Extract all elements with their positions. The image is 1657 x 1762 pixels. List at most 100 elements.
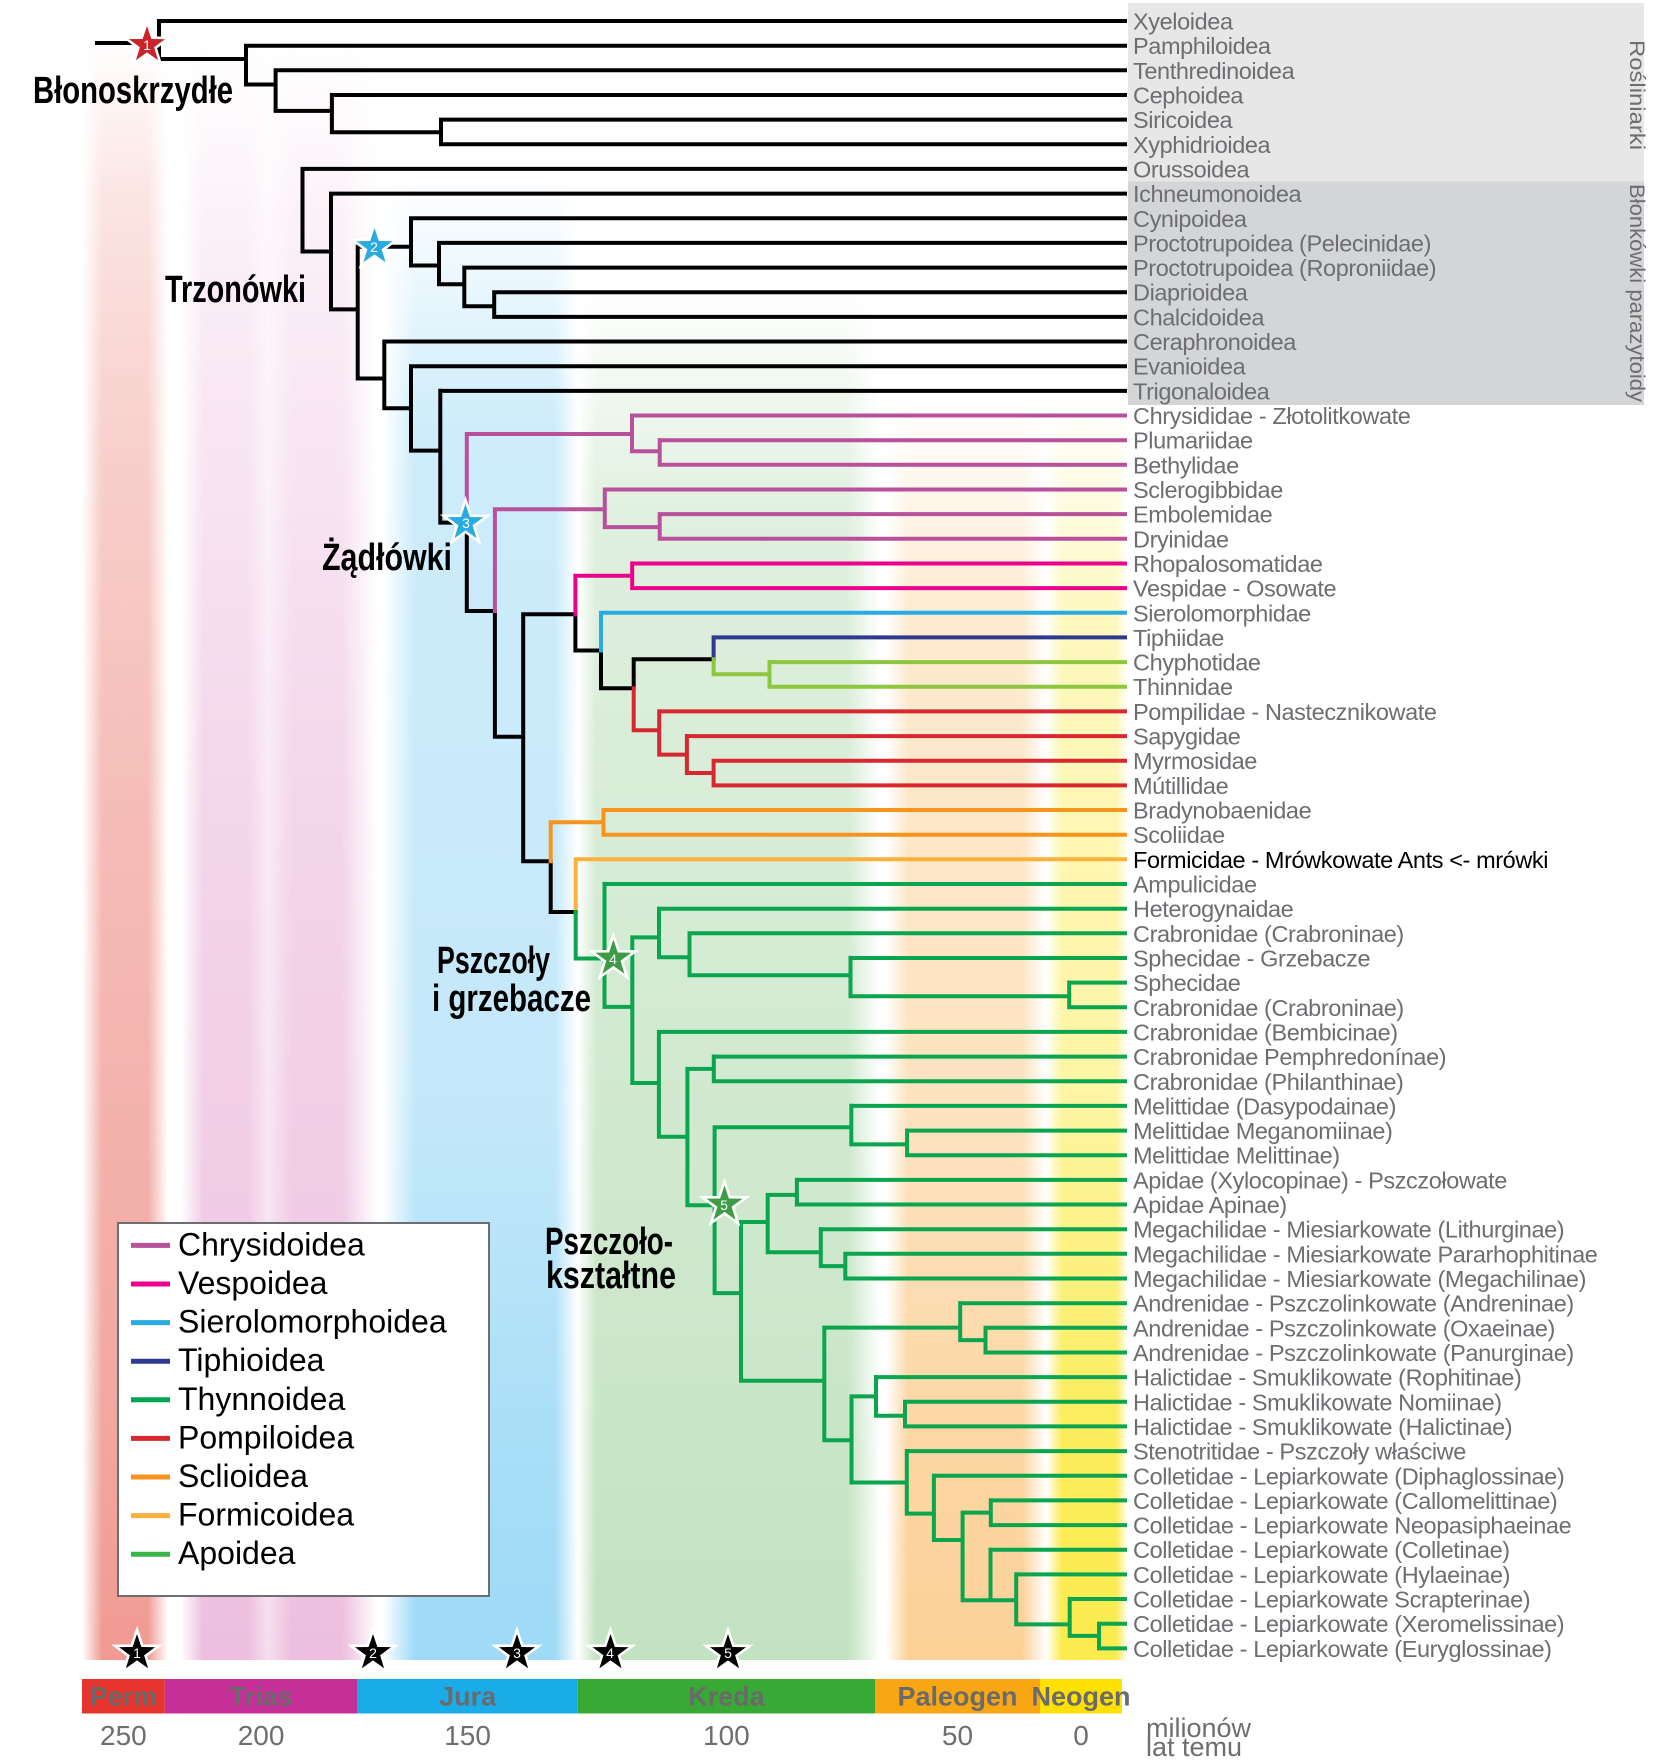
svg-text:3: 3: [462, 515, 470, 531]
svg-text:Crabronidae (Crabroninae): Crabronidae (Crabroninae): [1133, 921, 1404, 947]
svg-text:Trigonaloidea: Trigonaloidea: [1133, 378, 1271, 404]
svg-text:Chrysididae - Złotolitkowate: Chrysididae - Złotolitkowate: [1133, 403, 1411, 429]
svg-text:Colletidae - Lepiarkowate (Xer: Colletidae - Lepiarkowate (Xeromelissina…: [1133, 1611, 1564, 1637]
svg-text:Chyphotidae: Chyphotidae: [1133, 650, 1261, 676]
svg-text:Evanioidea: Evanioidea: [1133, 354, 1247, 380]
svg-text:Sapygidae: Sapygidae: [1133, 724, 1241, 750]
svg-text:200: 200: [238, 1720, 285, 1751]
svg-text:Rośliniarki: Rośliniarki: [1625, 40, 1649, 150]
svg-text:250: 250: [100, 1720, 147, 1751]
svg-text:Xyphidrioidea: Xyphidrioidea: [1133, 132, 1272, 158]
svg-text:Sierolomorphoidea: Sierolomorphoidea: [178, 1304, 447, 1340]
svg-text:4: 4: [609, 951, 617, 967]
svg-text:Pszczoło-: Pszczoło-: [545, 1221, 673, 1263]
svg-text:2: 2: [369, 1645, 377, 1661]
svg-text:Diaprioidea: Diaprioidea: [1133, 280, 1249, 306]
svg-text:kształtne: kształtne: [546, 1255, 676, 1297]
svg-text:Scoliidae: Scoliidae: [1133, 822, 1225, 848]
svg-text:lat temu: lat temu: [1146, 1732, 1242, 1762]
svg-text:Apidae Apinae): Apidae Apinae): [1133, 1192, 1287, 1218]
svg-text:Bethylidae: Bethylidae: [1133, 452, 1239, 478]
svg-text:Błonkówki parazytoidy: Błonkówki parazytoidy: [1625, 184, 1649, 402]
svg-text:Dryinidae: Dryinidae: [1133, 526, 1229, 552]
svg-text:Embolemidae: Embolemidae: [1133, 502, 1273, 528]
svg-text:Colletidae - Lepiarkowate (Cal: Colletidae - Lepiarkowate (Callomelittin…: [1133, 1488, 1557, 1514]
svg-text:Proctotrupoidea (Roproniidae): Proctotrupoidea (Roproniidae): [1133, 255, 1436, 281]
svg-text:Formicoidea: Formicoidea: [178, 1497, 354, 1533]
svg-text:Rhopalosomatidae: Rhopalosomatidae: [1133, 551, 1323, 577]
svg-text:Bradynobaenidae: Bradynobaenidae: [1133, 798, 1312, 824]
svg-text:Tenthredinoidea: Tenthredinoidea: [1133, 58, 1296, 84]
svg-text:Tiphiidae: Tiphiidae: [1133, 625, 1224, 651]
svg-text:Cynipoidea: Cynipoidea: [1133, 206, 1248, 232]
svg-text:Colletidae - Lepiarkowate (Col: Colletidae - Lepiarkowate (Colletinae): [1133, 1537, 1510, 1563]
svg-text:2: 2: [370, 239, 378, 255]
svg-text:Andrenidae - Pszczolinkowate (: Andrenidae - Pszczolinkowate (Andreninae…: [1133, 1291, 1574, 1317]
svg-text:150: 150: [444, 1720, 491, 1751]
svg-text:Halictidae - Smuklikowate (Rop: Halictidae - Smuklikowate (Rophitinae): [1133, 1365, 1521, 1391]
svg-text:1: 1: [143, 37, 151, 53]
svg-text:Crabronidae (Crabroninae): Crabronidae (Crabroninae): [1133, 995, 1404, 1021]
svg-text:Tiphioidea: Tiphioidea: [178, 1342, 325, 1378]
svg-text:Kreda: Kreda: [688, 1682, 766, 1712]
svg-text:Apidae (Xylocopinae) - Pszczoł: Apidae (Xylocopinae) - Pszczołowate: [1133, 1167, 1507, 1193]
svg-text:4: 4: [606, 1645, 614, 1661]
svg-text:Chalcidoidea: Chalcidoidea: [1133, 304, 1265, 330]
svg-text:Melittidae Meganomiinae): Melittidae Meganomiinae): [1133, 1118, 1392, 1144]
svg-text:milionów: milionów: [1146, 1713, 1252, 1743]
svg-text:Thinnidae: Thinnidae: [1133, 674, 1233, 700]
svg-text:Colletidae - Lepiarkowate (Eur: Colletidae - Lepiarkowate (Euryglossinae…: [1133, 1636, 1552, 1662]
svg-text:i grzebacze: i grzebacze: [432, 978, 591, 1020]
svg-text:Formicidae - Mrówkowate Ants <: Formicidae - Mrówkowate Ants <- mrówki: [1133, 847, 1548, 873]
svg-text:Colletidae - Lepiarkowate Neop: Colletidae - Lepiarkowate Neopasiphaeina…: [1133, 1513, 1572, 1539]
svg-text:Melittidae (Dasypodainae): Melittidae (Dasypodainae): [1133, 1093, 1396, 1119]
svg-text:Halictidae - Smuklikowate (Hal: Halictidae - Smuklikowate (Halictinae): [1133, 1414, 1512, 1440]
svg-text:Mútillidae: Mútillidae: [1133, 773, 1229, 799]
svg-text:Żądłówki: Żądłówki: [322, 537, 452, 579]
svg-text:Melittidae Melittinae): Melittidae Melittinae): [1133, 1143, 1340, 1169]
svg-text:5: 5: [724, 1645, 732, 1661]
svg-text:Ichneumonoidea: Ichneumonoidea: [1133, 181, 1303, 207]
svg-text:Colletidae - Lepiarkowate (Dip: Colletidae - Lepiarkowate (Diphaglossina…: [1133, 1463, 1564, 1489]
svg-text:Myrmosidae: Myrmosidae: [1133, 748, 1257, 774]
svg-text:Sclerogibbidae: Sclerogibbidae: [1133, 477, 1283, 503]
svg-text:Megachilidae - Miesiarkowate (: Megachilidae - Miesiarkowate (Lithurgina…: [1133, 1217, 1564, 1243]
svg-text:Apoidea: Apoidea: [178, 1535, 296, 1571]
svg-text:Thynnoidea: Thynnoidea: [178, 1381, 345, 1417]
svg-text:Pompiloidea: Pompiloidea: [178, 1419, 354, 1455]
svg-text:Sphecidae - Grzebacze: Sphecidae - Grzebacze: [1133, 946, 1371, 972]
svg-text:Vespidae - Osowate: Vespidae - Osowate: [1133, 576, 1336, 602]
svg-text:Chrysidoidea: Chrysidoidea: [178, 1226, 365, 1262]
svg-text:Colletidae - Lepiarkowate Scra: Colletidae - Lepiarkowate Scrapterinae): [1133, 1587, 1530, 1613]
svg-text:Crabronidae (Bembicinae): Crabronidae (Bembicinae): [1133, 1019, 1398, 1045]
svg-text:Megachilidae - Miesiarkowate P: Megachilidae - Miesiarkowate Pararhophit…: [1133, 1241, 1598, 1267]
svg-text:Neogen: Neogen: [1031, 1682, 1130, 1712]
svg-text:Xyeloidea: Xyeloidea: [1133, 9, 1234, 35]
svg-text:Andrenidae - Pszczolinkowate (: Andrenidae - Pszczolinkowate (Panurginae…: [1133, 1340, 1574, 1366]
svg-text:Ceraphronoidea: Ceraphronoidea: [1133, 329, 1297, 355]
svg-text:Sphecidae: Sphecidae: [1133, 970, 1241, 996]
svg-text:Błonoskrzydłe: Błonoskrzydłe: [33, 70, 233, 112]
svg-text:Pompilidae - Nastecznikowate: Pompilidae - Nastecznikowate: [1133, 699, 1437, 725]
svg-text:Orussoidea: Orussoidea: [1133, 156, 1251, 182]
svg-text:Crabronidae Pemphredonínae): Crabronidae Pemphredonínae): [1133, 1044, 1446, 1070]
svg-text:Paleogen: Paleogen: [897, 1682, 1017, 1712]
svg-text:Sclioidea: Sclioidea: [178, 1458, 308, 1494]
svg-text:Cephoidea: Cephoidea: [1133, 83, 1244, 109]
svg-text:Andrenidae - Pszczolinkowate (: Andrenidae - Pszczolinkowate (Oxaeinae): [1133, 1315, 1555, 1341]
svg-text:1: 1: [133, 1645, 141, 1661]
svg-text:100: 100: [703, 1720, 750, 1751]
svg-text:Crabronidae (Philanthinae): Crabronidae (Philanthinae): [1133, 1069, 1403, 1095]
svg-text:Stenotritidae - Pszczoły właśc: Stenotritidae - Pszczoły właściwe: [1133, 1439, 1466, 1465]
svg-text:Heterogynaidae: Heterogynaidae: [1133, 896, 1294, 922]
svg-text:Trias: Trias: [230, 1682, 293, 1712]
svg-text:Pamphiloidea: Pamphiloidea: [1133, 33, 1272, 59]
svg-text:Sierolomorphidae: Sierolomorphidae: [1133, 600, 1311, 626]
svg-text:Pszczoły: Pszczoły: [437, 940, 550, 982]
svg-text:Colletidae - Lepiarkowate (Hyl: Colletidae - Lepiarkowate (Hylaeinae): [1133, 1562, 1510, 1588]
svg-text:Perm: Perm: [90, 1682, 158, 1712]
svg-text:Halictidae - Smuklikowate Nomi: Halictidae - Smuklikowate Nomiinae): [1133, 1389, 1502, 1415]
svg-text:50: 50: [942, 1720, 973, 1751]
svg-text:Vespoidea: Vespoidea: [178, 1265, 328, 1301]
svg-text:Megachilidae - Miesiarkowate (: Megachilidae - Miesiarkowate (Megachilin…: [1133, 1266, 1586, 1292]
